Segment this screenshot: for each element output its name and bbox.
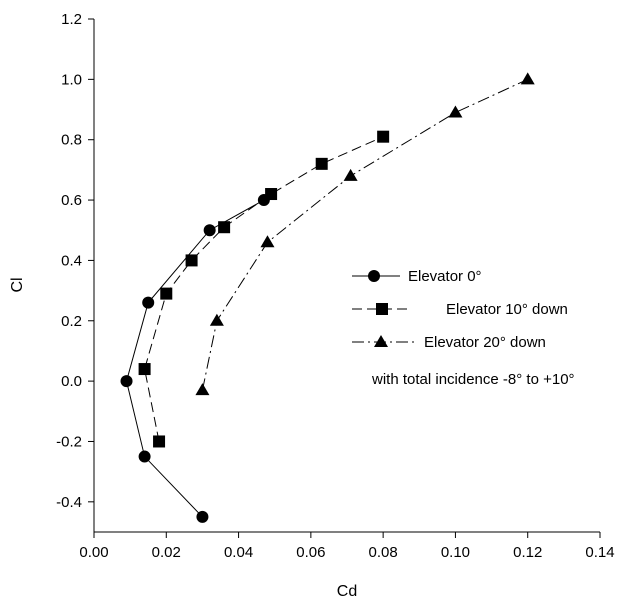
data-point: [138, 450, 151, 463]
y-tick-label: 0.2: [61, 313, 82, 330]
series-2: [138, 130, 390, 448]
data-point: [120, 375, 133, 388]
y-tick-label: -0.2: [56, 433, 82, 450]
x-tick-label: 0.06: [296, 544, 325, 561]
x-tick-label: 0.12: [513, 544, 542, 561]
y-tick-label: 0.0: [61, 373, 82, 390]
x-tick-label: 0.00: [79, 544, 108, 561]
y-tick-label: 1.2: [61, 11, 82, 28]
series-line: [144, 136, 384, 442]
y-axis-label: Cl: [9, 277, 26, 292]
x-tick-label: 0.08: [369, 544, 398, 561]
y-tick-label: -0.4: [56, 494, 82, 511]
data-point: [138, 363, 151, 376]
legend-label: Elevator 10° down: [446, 301, 568, 318]
data-point: [343, 168, 358, 181]
data-point: [260, 235, 275, 248]
data-point: [520, 72, 535, 85]
x-tick-label: 0.02: [152, 544, 181, 561]
series-layer: [120, 72, 535, 523]
x-tick-label: 0.04: [224, 544, 253, 561]
data-point: [195, 383, 210, 396]
data-point: [203, 224, 216, 237]
data-point: [142, 296, 155, 309]
legend-marker: [374, 335, 388, 347]
data-point: [185, 254, 198, 267]
data-point: [218, 221, 231, 234]
data-point: [153, 435, 166, 448]
data-point: [160, 287, 173, 300]
data-point: [209, 313, 224, 326]
legend-marker: [376, 303, 388, 315]
series-1: [120, 194, 270, 523]
legend: Elevator 0° Elevator 10° down Elevator 20°…: [352, 268, 568, 351]
x-axis-label: Cd: [337, 583, 357, 600]
series-3: [195, 72, 535, 396]
legend-label: Elevator 0°: [408, 268, 482, 285]
data-point: [265, 188, 278, 201]
x-tick-label: 0.14: [585, 544, 614, 561]
data-point: [448, 105, 463, 118]
x-tick-label: 0.10: [441, 544, 470, 561]
series-line: [201, 78, 528, 391]
y-tick-label: 0.4: [61, 252, 82, 269]
data-point: [196, 510, 209, 523]
y-tick-label: 1.0: [61, 71, 82, 88]
axes: 0.00 0.02 0.04 0.06 0.08 0.10 0.12 0.14 -0.4 -0.2…: [56, 11, 614, 561]
legend-marker: [368, 270, 380, 282]
legend-label: Elevator 20° down: [424, 334, 546, 351]
chart-annotation: with total incidence -8° to +10°: [371, 371, 575, 388]
y-tick-label: 0.6: [61, 192, 82, 209]
y-tick-label: 0.8: [61, 132, 82, 149]
data-point: [315, 157, 328, 170]
data-point: [377, 130, 390, 143]
